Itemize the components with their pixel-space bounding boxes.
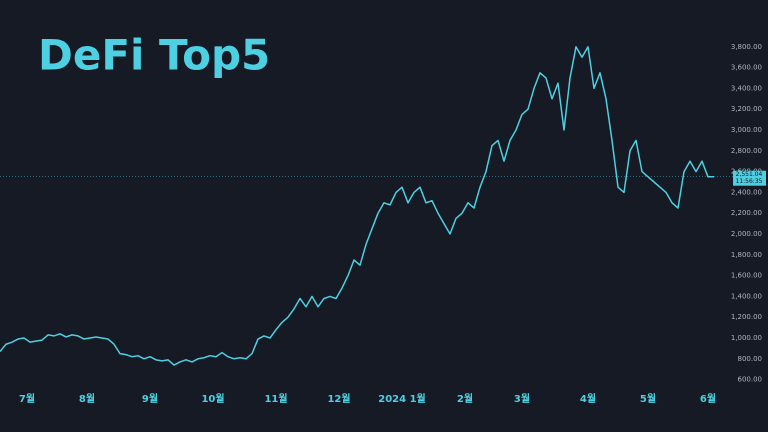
x-tick-label: 7월 <box>19 393 35 405</box>
y-tick-label: 1,000.00 <box>731 334 762 342</box>
y-tick-label: 3,200.00 <box>731 105 762 113</box>
countdown-label: 11:56:35 <box>736 178 763 185</box>
x-tick-label: 11월 <box>264 393 287 405</box>
price-line <box>0 46 714 366</box>
x-tick-label: 2월 <box>457 393 473 405</box>
y-tick-label: 1,400.00 <box>731 292 762 300</box>
y-tick-label: 800.00 <box>738 355 763 363</box>
last-price-label: 2,551.04 <box>736 171 763 178</box>
chart-title: DeFi Top5 <box>38 31 270 80</box>
last-price-box <box>733 170 766 186</box>
x-tick-label: 5월 <box>640 393 656 405</box>
x-tick-label: 8월 <box>79 393 95 405</box>
x-tick-label: 12월 <box>327 393 350 405</box>
y-tick-label: 3,400.00 <box>731 84 762 92</box>
y-tick-label: 2,400.00 <box>731 188 762 196</box>
x-tick-label: 10월 <box>201 393 224 405</box>
y-tick-label: 2,200.00 <box>731 209 762 217</box>
x-tick-label: 9월 <box>142 393 158 405</box>
y-tick-label: 1,200.00 <box>731 313 762 321</box>
x-tick-label: 2024 1월 <box>378 393 425 405</box>
y-tick-label: 1,600.00 <box>731 272 762 280</box>
y-tick-label: 2,800.00 <box>731 147 762 155</box>
x-tick-label: 6월 <box>700 393 716 405</box>
y-tick-label: 3,600.00 <box>731 64 762 72</box>
y-tick-label: 3,800.00 <box>731 43 762 51</box>
x-tick-label: 4월 <box>580 393 596 405</box>
y-tick-label: 600.00 <box>738 376 763 384</box>
y-tick-label: 2,000.00 <box>731 230 762 238</box>
y-tick-label: 1,800.00 <box>731 251 762 259</box>
y-tick-label: 3,000.00 <box>731 126 762 134</box>
x-tick-label: 3월 <box>514 393 530 405</box>
